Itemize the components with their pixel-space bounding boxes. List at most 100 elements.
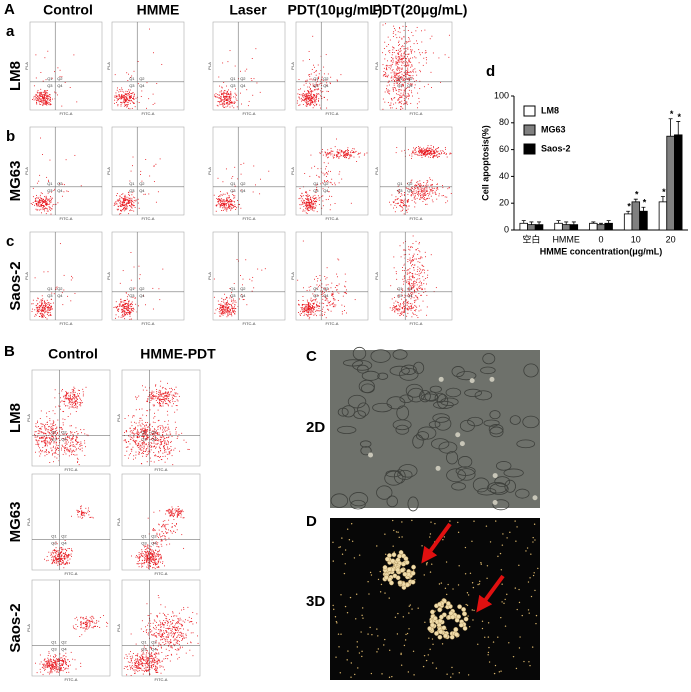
event-dot (403, 205, 404, 206)
event-dot (72, 439, 73, 440)
event-dot (311, 310, 312, 311)
event-dot (75, 447, 76, 448)
event-dot (224, 294, 225, 295)
event-dot (119, 306, 120, 307)
event-dot (308, 98, 309, 99)
event-dot (414, 292, 415, 293)
event-dot (424, 270, 425, 271)
event-dot (79, 393, 80, 394)
event-dot (314, 105, 315, 106)
event-dot (41, 305, 42, 306)
event-dot (414, 286, 415, 287)
event-dot (75, 293, 76, 294)
event-dot (231, 300, 232, 301)
event-dot (326, 298, 327, 299)
event-dot (306, 94, 307, 95)
axis-label: FITC-A (60, 216, 73, 221)
event-dot (139, 278, 140, 279)
event-dot (224, 309, 225, 310)
event-dot (55, 450, 56, 451)
event-dot (218, 301, 219, 302)
event-dot (116, 195, 117, 196)
event-dot (358, 154, 359, 155)
event-dot (359, 157, 360, 158)
event-dot (225, 98, 226, 99)
quadrant-label: Q4 (323, 188, 329, 193)
event-dot (416, 182, 417, 183)
event-dot (310, 197, 311, 198)
event-dot (122, 315, 123, 316)
event-dot (402, 80, 403, 81)
event-dot (46, 204, 47, 205)
event-dot (51, 306, 52, 307)
event-dot (430, 185, 431, 186)
event-dot (315, 299, 316, 300)
event-dot (443, 195, 444, 196)
event-dot (416, 147, 417, 148)
event-dot (421, 153, 422, 154)
event-dot (59, 406, 60, 407)
event-dot (162, 403, 163, 404)
event-dot (68, 399, 69, 400)
event-dot (417, 155, 418, 156)
event-dot (44, 442, 45, 443)
event-dot (229, 98, 230, 99)
event-dot (46, 98, 47, 99)
event-dot (299, 79, 300, 80)
event-dot (128, 74, 129, 75)
event-dot (68, 398, 69, 399)
event-dot (394, 76, 395, 77)
event-dot (302, 296, 303, 297)
event-dot (431, 154, 432, 155)
event-dot (259, 193, 260, 194)
event-dot (413, 78, 414, 79)
event-dot (313, 306, 314, 307)
event-dot (399, 310, 400, 311)
event-dot (337, 149, 338, 150)
event-dot (216, 205, 217, 206)
event-dot (401, 61, 402, 62)
event-dot (386, 65, 387, 66)
event-dot (35, 452, 36, 453)
event-dot (46, 450, 47, 451)
event-dot (158, 396, 159, 397)
event-dot (215, 96, 216, 97)
event-dot (161, 394, 162, 395)
event-dot (384, 68, 385, 69)
event-dot (219, 102, 220, 103)
event-dot (414, 285, 415, 286)
event-dot (51, 198, 52, 199)
event-dot (419, 199, 420, 200)
quadrant-label: Q4 (139, 293, 145, 298)
event-dot (237, 100, 238, 101)
quadrant-label: Q4 (139, 188, 145, 193)
event-dot (409, 273, 410, 274)
event-dot (133, 103, 134, 104)
event-dot (232, 303, 233, 304)
event-dot (309, 287, 310, 288)
event-dot (396, 93, 397, 94)
event-dot (402, 62, 403, 63)
event-dot (408, 93, 409, 94)
event-dot (319, 204, 320, 205)
event-dot (249, 279, 250, 280)
event-dot (308, 311, 309, 312)
event-dot (344, 151, 345, 152)
event-dot (409, 279, 410, 280)
event-dot (241, 164, 242, 165)
event-dot (131, 310, 132, 311)
event-dot (411, 156, 412, 157)
event-dot (133, 211, 134, 212)
event-dot (395, 88, 396, 89)
event-dot (401, 69, 402, 70)
event-dot (391, 98, 392, 99)
event-dot (419, 180, 420, 181)
event-dot (44, 316, 45, 317)
event-dot (304, 200, 305, 201)
event-dot (393, 31, 394, 32)
event-dot (234, 195, 235, 196)
event-dot (167, 383, 168, 384)
event-dot (423, 301, 424, 302)
event-dot (339, 284, 340, 285)
event-dot (71, 440, 72, 441)
